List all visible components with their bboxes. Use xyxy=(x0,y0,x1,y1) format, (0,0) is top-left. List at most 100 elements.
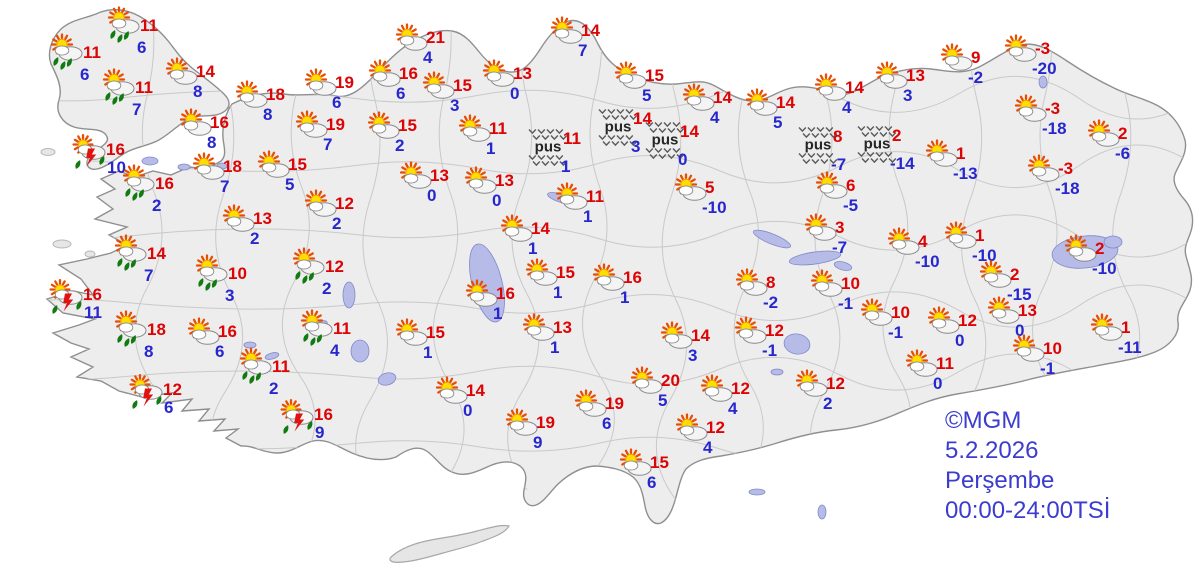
low-temp: 0 xyxy=(678,150,688,169)
high-temp: 18 xyxy=(223,157,242,176)
aegean-island xyxy=(52,239,72,249)
high-temp: 8 xyxy=(833,127,843,146)
low-temp: -5 xyxy=(843,196,859,215)
low-temp: 0 xyxy=(510,84,520,103)
high-temp: 5 xyxy=(705,178,715,197)
high-temp: 1 xyxy=(1121,318,1131,337)
low-temp: 5 xyxy=(658,391,668,410)
sun-cloud-icon xyxy=(1003,34,1041,73)
high-temp: 14 xyxy=(196,62,215,81)
sun-cloud-icon xyxy=(943,221,981,260)
high-temp: 1 xyxy=(975,226,985,245)
low-temp: -10 xyxy=(1092,259,1117,278)
thrace-landmass xyxy=(48,9,230,170)
high-temp: 16 xyxy=(155,174,174,193)
sun-cloud-icon xyxy=(499,214,537,253)
sun-cloud-icon xyxy=(813,73,851,112)
low-temp: 6 xyxy=(80,65,90,84)
lake xyxy=(177,163,191,171)
low-temp: -7 xyxy=(832,238,848,257)
high-temp: 14 xyxy=(147,244,166,263)
sun-rain-icon xyxy=(49,33,87,79)
high-temp: 12 xyxy=(163,380,182,399)
sun-rain-icon xyxy=(113,234,151,280)
low-temp: 2 xyxy=(250,229,260,248)
low-temp: 4 xyxy=(703,438,713,457)
low-temp: 8 xyxy=(263,105,273,124)
high-temp: 10 xyxy=(228,264,247,283)
high-temp: 8 xyxy=(766,273,776,292)
low-temp: 8 xyxy=(207,133,217,152)
sun-cloud-icon xyxy=(734,268,772,307)
low-temp: 1 xyxy=(528,239,538,258)
lake xyxy=(350,339,370,363)
sun-cloud-icon xyxy=(554,182,592,221)
sun-cloud-icon xyxy=(294,110,332,149)
low-temp: -20 xyxy=(1032,59,1057,78)
low-temp: 3 xyxy=(631,137,641,156)
sun-cloud-icon xyxy=(699,374,737,413)
lake xyxy=(141,156,159,166)
high-temp: 19 xyxy=(605,394,624,413)
low-temp: 2 xyxy=(322,279,332,298)
low-temp: 2 xyxy=(269,379,279,398)
sun-cloud-icon xyxy=(886,227,924,266)
high-temp: 13 xyxy=(495,171,514,190)
high-temp: 12 xyxy=(958,311,977,330)
sun-cloud-icon xyxy=(733,316,771,355)
sun-cloud-icon xyxy=(904,349,942,388)
high-temp: 18 xyxy=(147,320,166,339)
period-label: 00:00-24:00TSİ xyxy=(945,497,1111,524)
sun-rain-icon xyxy=(121,164,159,210)
high-temp: 2 xyxy=(1118,124,1128,143)
sun-cloud-icon xyxy=(1086,119,1124,158)
high-temp: 11 xyxy=(83,43,101,62)
high-temp: 11 xyxy=(563,129,581,148)
high-temp: 15 xyxy=(650,453,669,472)
sun-cloud-icon xyxy=(394,23,432,62)
low-temp: 6 xyxy=(647,473,657,492)
sun-cloud-icon xyxy=(434,376,472,415)
sun-cloud-icon xyxy=(744,88,782,127)
lake-van xyxy=(1103,235,1123,249)
lake xyxy=(770,368,784,376)
high-temp: 13 xyxy=(253,209,272,228)
low-temp: 3 xyxy=(225,286,235,305)
svg-text:pus: pus xyxy=(535,139,562,156)
sun-cloud-icon xyxy=(1089,313,1127,352)
lake xyxy=(377,372,397,386)
storm-icon xyxy=(277,398,319,445)
low-temp: -18 xyxy=(1055,179,1080,198)
high-temp: 14 xyxy=(713,88,732,107)
sun-cloud-icon xyxy=(463,166,501,205)
high-temp: 11 xyxy=(140,16,158,35)
sun-cloud-icon xyxy=(618,448,656,487)
high-temp: 15 xyxy=(556,263,575,282)
high-temp: 12 xyxy=(335,194,354,213)
low-temp: 4 xyxy=(330,341,340,360)
low-temp: 4 xyxy=(423,48,433,67)
sun-cloud-icon xyxy=(924,139,962,178)
sun-cloud-icon xyxy=(366,111,404,150)
low-temp: -14 xyxy=(890,154,915,173)
low-temp: -1 xyxy=(762,341,778,360)
low-temp: 8 xyxy=(193,82,203,101)
sun-cloud-icon xyxy=(674,413,712,452)
high-temp: 14 xyxy=(680,122,699,141)
low-temp: 4 xyxy=(728,399,738,418)
haze-icon: pus xyxy=(797,126,839,171)
date-label: 5.2.2026 xyxy=(945,437,1039,464)
high-temp: 16 xyxy=(218,322,237,341)
low-temp: 3 xyxy=(688,346,698,365)
high-temp: 19 xyxy=(326,115,345,134)
sun-cloud-icon xyxy=(681,83,719,122)
reservoir xyxy=(788,250,842,266)
high-temp: -3 xyxy=(1045,99,1061,118)
low-temp: 2 xyxy=(395,136,405,155)
landmass xyxy=(40,9,1194,563)
low-temp: 10 xyxy=(107,158,126,177)
low-temp: -18 xyxy=(1042,119,1067,138)
low-temp: 2 xyxy=(332,214,342,233)
svg-text:pus: pus xyxy=(652,132,679,149)
